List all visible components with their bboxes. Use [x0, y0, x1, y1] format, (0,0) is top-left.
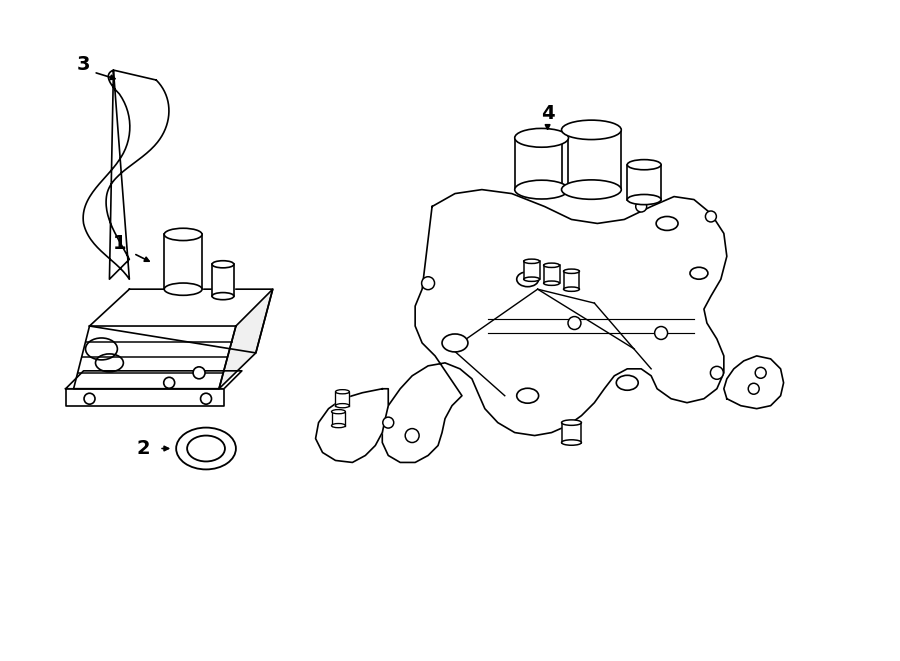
Ellipse shape	[524, 277, 540, 282]
Polygon shape	[336, 392, 349, 406]
Circle shape	[635, 201, 647, 212]
Circle shape	[405, 428, 419, 442]
Ellipse shape	[562, 120, 621, 139]
Polygon shape	[544, 265, 560, 283]
Ellipse shape	[562, 180, 621, 200]
Polygon shape	[74, 326, 236, 389]
Ellipse shape	[442, 334, 468, 352]
Text: 2: 2	[137, 439, 150, 458]
Circle shape	[84, 393, 95, 404]
Ellipse shape	[517, 272, 538, 287]
Circle shape	[164, 377, 175, 388]
Ellipse shape	[544, 281, 560, 286]
Polygon shape	[219, 289, 273, 389]
Polygon shape	[212, 264, 234, 296]
Polygon shape	[331, 412, 346, 426]
Ellipse shape	[187, 436, 225, 461]
Ellipse shape	[212, 260, 234, 268]
Ellipse shape	[164, 228, 202, 241]
Ellipse shape	[164, 283, 202, 295]
Circle shape	[382, 417, 393, 428]
Ellipse shape	[627, 194, 662, 205]
Polygon shape	[316, 389, 388, 463]
Polygon shape	[515, 137, 569, 190]
Ellipse shape	[331, 410, 346, 414]
Ellipse shape	[331, 424, 346, 428]
Ellipse shape	[176, 428, 236, 469]
Polygon shape	[562, 422, 581, 442]
Ellipse shape	[515, 180, 569, 199]
Polygon shape	[83, 70, 169, 279]
Circle shape	[421, 277, 435, 290]
Ellipse shape	[563, 287, 580, 292]
Ellipse shape	[336, 404, 349, 408]
Circle shape	[748, 383, 760, 394]
Ellipse shape	[212, 293, 234, 299]
Ellipse shape	[656, 217, 678, 231]
Ellipse shape	[517, 388, 538, 403]
Polygon shape	[524, 261, 540, 279]
Ellipse shape	[563, 269, 580, 274]
Circle shape	[568, 317, 580, 329]
Ellipse shape	[616, 375, 638, 390]
Ellipse shape	[544, 263, 560, 268]
Ellipse shape	[515, 128, 569, 147]
Polygon shape	[724, 356, 784, 408]
Text: 3: 3	[76, 55, 90, 73]
Polygon shape	[562, 130, 621, 190]
Polygon shape	[164, 235, 202, 289]
Circle shape	[194, 367, 205, 379]
Text: 1: 1	[112, 234, 126, 253]
Circle shape	[201, 393, 212, 404]
Ellipse shape	[562, 420, 581, 425]
Ellipse shape	[336, 389, 349, 394]
Ellipse shape	[690, 267, 708, 279]
Polygon shape	[89, 289, 273, 353]
Circle shape	[654, 327, 668, 340]
Ellipse shape	[562, 440, 581, 446]
Circle shape	[706, 211, 716, 222]
Polygon shape	[627, 165, 662, 200]
Polygon shape	[382, 190, 727, 463]
Text: 4: 4	[541, 104, 554, 124]
Circle shape	[710, 366, 724, 379]
Polygon shape	[66, 371, 242, 389]
Circle shape	[755, 368, 766, 378]
Ellipse shape	[627, 159, 662, 170]
Polygon shape	[563, 271, 580, 289]
Polygon shape	[66, 389, 224, 406]
Ellipse shape	[524, 259, 540, 264]
